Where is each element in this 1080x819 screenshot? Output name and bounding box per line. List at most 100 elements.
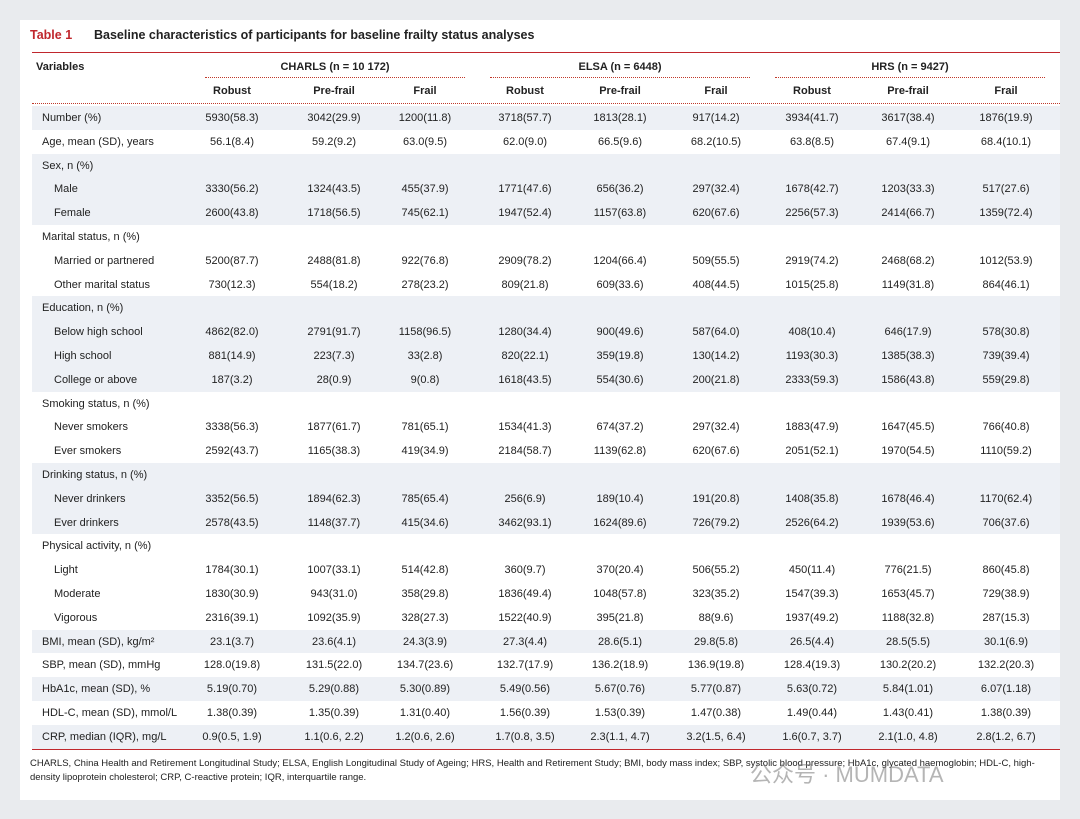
cell: 1204(66.4) bbox=[593, 254, 647, 267]
cell: 2414(66.7) bbox=[881, 207, 935, 220]
cell: 1188(32.8) bbox=[881, 611, 935, 624]
cell: 5.30(0.89) bbox=[399, 683, 451, 696]
cell: 3352(56.5) bbox=[205, 492, 259, 505]
subgroup-header: Frail bbox=[704, 85, 728, 97]
cell: 3330(56.2) bbox=[205, 183, 259, 196]
cell: 2256(57.3) bbox=[785, 207, 839, 220]
cell: 5.77(0.87) bbox=[690, 683, 742, 696]
cell: 1830(30.9) bbox=[205, 588, 259, 600]
row-label: HbA1c, mean (SD), % bbox=[42, 683, 151, 696]
cell: 656(36.2) bbox=[596, 183, 644, 196]
cell: 1.6(0.7, 3.7) bbox=[782, 730, 842, 743]
cell: 674(37.2) bbox=[596, 421, 644, 434]
cell: 820(22.1) bbox=[501, 350, 549, 362]
cell: 88(9.6) bbox=[698, 611, 734, 624]
cell: 27.3(4.4) bbox=[502, 635, 548, 648]
cell: 1170(62.4) bbox=[979, 492, 1033, 505]
cell: 30.1(6.9) bbox=[983, 635, 1029, 648]
cell: 415(34.6) bbox=[401, 516, 449, 529]
cell: 134.7(23.6) bbox=[396, 659, 454, 672]
cell: 128.4(19.3) bbox=[783, 659, 841, 672]
cell: 1836(49.4) bbox=[498, 588, 552, 600]
cell: 1.43(0.41) bbox=[882, 707, 934, 719]
cell: 1586(43.8) bbox=[881, 373, 935, 386]
cell: 2600(43.8) bbox=[205, 207, 259, 220]
cell: 1.35(0.39) bbox=[308, 707, 360, 719]
cell: 29.8(5.8) bbox=[693, 635, 739, 648]
cell: 559(29.8) bbox=[982, 373, 1030, 386]
subgroup-header: Robust bbox=[213, 85, 251, 97]
cell: 1647(45.5) bbox=[881, 421, 935, 434]
cell: 1894(62.3) bbox=[307, 492, 361, 505]
subgroup-header: Frail bbox=[994, 85, 1018, 97]
row-label: Vigorous bbox=[54, 611, 98, 624]
subgroup-header: Pre-frail bbox=[887, 85, 929, 97]
group-header: ELSA (n = 6448) bbox=[578, 61, 662, 73]
cell: 1939(53.6) bbox=[881, 516, 935, 529]
cell: 1007(33.1) bbox=[307, 564, 361, 577]
row-label: Below high school bbox=[54, 326, 143, 339]
row-label: Male bbox=[54, 183, 78, 196]
cell: 419(34.9) bbox=[401, 445, 449, 458]
row-shade bbox=[32, 106, 1060, 130]
row-label: CRP, median (IQR), mg/L bbox=[42, 730, 167, 743]
row-label: Sex, n (%) bbox=[42, 159, 94, 172]
cell: 1.53(0.39) bbox=[594, 707, 646, 719]
cell: 1937(49.2) bbox=[785, 611, 839, 624]
cell: 359(19.8) bbox=[596, 350, 644, 362]
cell: 1522(40.9) bbox=[498, 611, 552, 624]
row-label: HDL-C, mean (SD), mmol/L bbox=[42, 707, 178, 719]
subgroup-header: Robust bbox=[793, 85, 831, 97]
cell: 2578(43.5) bbox=[205, 516, 259, 529]
row-shade bbox=[32, 153, 1060, 225]
cell: 33(2.8) bbox=[407, 350, 443, 362]
cell: 63.0(9.5) bbox=[402, 135, 448, 148]
cell: 6.07(1.18) bbox=[980, 683, 1032, 696]
column-header: Variables bbox=[36, 61, 85, 73]
row-shade bbox=[32, 296, 1060, 392]
cell: 28.6(5.1) bbox=[597, 635, 643, 648]
cell: 2488(81.8) bbox=[307, 254, 361, 267]
cell: 1883(47.9) bbox=[785, 421, 839, 434]
cell: 578(30.8) bbox=[982, 326, 1030, 339]
row-label: Other marital status bbox=[54, 278, 150, 291]
group-rule bbox=[490, 77, 750, 78]
cell: 59.2(9.2) bbox=[311, 135, 357, 148]
cell: 706(37.6) bbox=[982, 516, 1030, 529]
row-label: SBP, mean (SD), mmHg bbox=[42, 659, 161, 672]
cell: 26.5(4.4) bbox=[789, 635, 835, 648]
cell: 28(0.9) bbox=[316, 373, 352, 386]
cell: 136.2(18.9) bbox=[591, 659, 649, 672]
cell: 2333(59.3) bbox=[785, 373, 839, 386]
cell: 620(67.6) bbox=[692, 445, 740, 458]
cell: 66.5(9.6) bbox=[597, 135, 643, 148]
cell: 1200(11.8) bbox=[398, 112, 452, 124]
cell: 360(9.7) bbox=[504, 564, 546, 577]
cell: 189(10.4) bbox=[596, 492, 644, 505]
row-label: Ever drinkers bbox=[54, 516, 119, 529]
cell: 587(64.0) bbox=[692, 326, 740, 339]
cell: 1970(54.5) bbox=[881, 445, 935, 458]
cell: 68.2(10.5) bbox=[690, 135, 742, 148]
group-rule bbox=[775, 77, 1045, 78]
cell: 200(21.8) bbox=[692, 373, 740, 386]
cell: 2.8(1.2, 6.7) bbox=[976, 730, 1036, 743]
cell: 860(45.8) bbox=[982, 564, 1030, 577]
cell: 3042(29.9) bbox=[307, 112, 361, 124]
cell: 739(39.4) bbox=[982, 350, 1030, 362]
cell: 729(38.9) bbox=[982, 588, 1030, 600]
cell: 5.19(0.70) bbox=[206, 683, 258, 696]
cell: 2791(91.7) bbox=[307, 326, 361, 339]
cell: 5.29(0.88) bbox=[308, 683, 360, 696]
cell: 881(14.9) bbox=[208, 350, 256, 362]
cell: 1.7(0.8, 3.5) bbox=[495, 730, 555, 743]
row-label: Moderate bbox=[54, 588, 101, 600]
cell: 1149(31.8) bbox=[881, 278, 935, 291]
cell: 917(14.2) bbox=[692, 112, 740, 124]
cell: 1624(89.6) bbox=[593, 516, 647, 529]
cell: 3718(57.7) bbox=[498, 112, 552, 124]
subgroup-header: Pre-frail bbox=[599, 85, 641, 97]
cell: 1148(37.7) bbox=[307, 516, 361, 529]
row-label: College or above bbox=[54, 373, 138, 386]
row-label: Smoking status, n (%) bbox=[42, 397, 150, 410]
